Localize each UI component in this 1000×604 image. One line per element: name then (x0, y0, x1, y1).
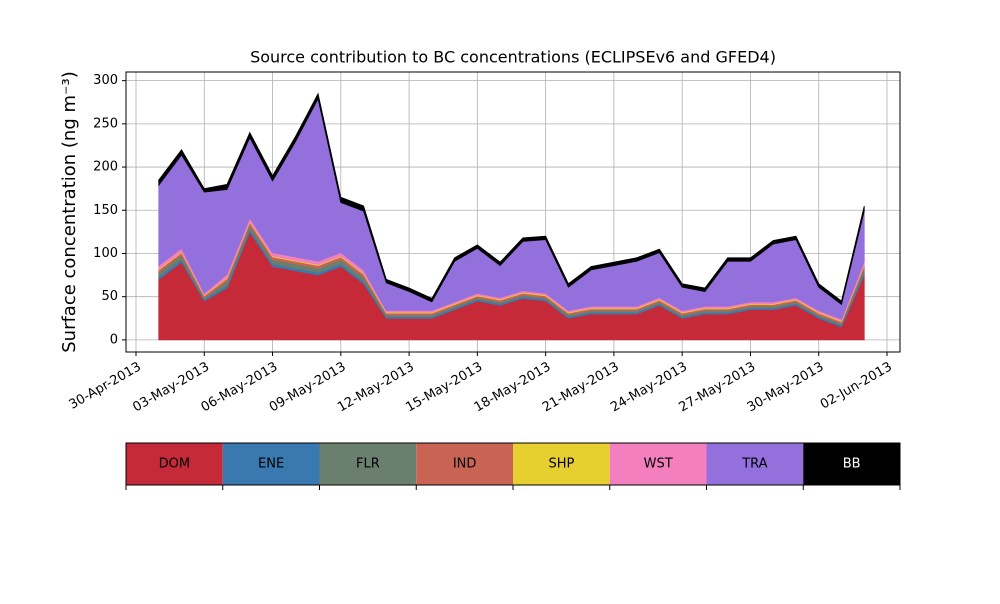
y-tick-label: 150 (93, 203, 118, 218)
x-tick-label: 02-Jun-2013 (818, 360, 895, 413)
area (158, 92, 865, 306)
y-tick-label: 200 (93, 160, 118, 175)
x-tick-label: 30-May-2013 (745, 360, 827, 416)
x-tick-label: 06-May-2013 (199, 360, 281, 416)
y-tick-label: 300 (93, 73, 118, 88)
legend-swatch (319, 443, 417, 485)
legend-swatch (803, 443, 900, 485)
y-tick-label: 0 (110, 332, 118, 347)
legend-swatch (416, 443, 513, 485)
legend-label: ENE (258, 457, 284, 472)
x-tick-label: 09-May-2013 (267, 360, 349, 416)
x-tick-label: 24-May-2013 (608, 360, 690, 416)
legend-swatch (513, 443, 610, 485)
legend-label: WST (644, 457, 673, 472)
legend-swatch (706, 443, 804, 485)
legend-label: BB (843, 457, 861, 472)
y-tick-label: 250 (93, 116, 118, 131)
x-tick-label: 12-May-2013 (335, 360, 417, 416)
x-tick-label: 21-May-2013 (540, 360, 622, 416)
legend-label: FLR (356, 457, 380, 472)
y-tick-label: 100 (93, 246, 118, 261)
y-tick-label: 50 (101, 289, 118, 304)
x-tick-label: 03-May-2013 (130, 360, 212, 416)
legend-swatch (222, 443, 320, 485)
x-tick-label: 15-May-2013 (403, 360, 485, 416)
plot-frame (125, 71, 901, 353)
x-tick-label: 18-May-2013 (472, 360, 554, 416)
legend-label: TRA (741, 457, 767, 472)
legend-label: DOM (159, 457, 190, 472)
legend-swatch (609, 443, 707, 485)
x-tick-label: 27-May-2013 (677, 360, 759, 416)
y-axis-label: Surface concentration (ng m⁻³) (59, 71, 80, 353)
chart-title: Source contribution to BC concentrations… (250, 48, 776, 67)
legend-label: SHP (548, 457, 574, 472)
legend-label: IND (453, 457, 477, 472)
legend-swatch (126, 443, 223, 485)
